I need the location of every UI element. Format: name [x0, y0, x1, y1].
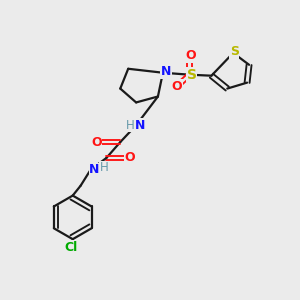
Text: Cl: Cl [64, 241, 77, 254]
Text: N: N [135, 119, 145, 132]
Text: N: N [89, 163, 100, 176]
Text: O: O [185, 50, 196, 62]
Text: H: H [126, 119, 135, 132]
Text: O: O [125, 152, 136, 164]
Text: O: O [171, 80, 182, 93]
Text: O: O [91, 136, 102, 148]
Text: S: S [187, 68, 196, 82]
Text: S: S [230, 45, 239, 58]
Text: N: N [161, 65, 171, 78]
Text: H: H [100, 161, 109, 174]
